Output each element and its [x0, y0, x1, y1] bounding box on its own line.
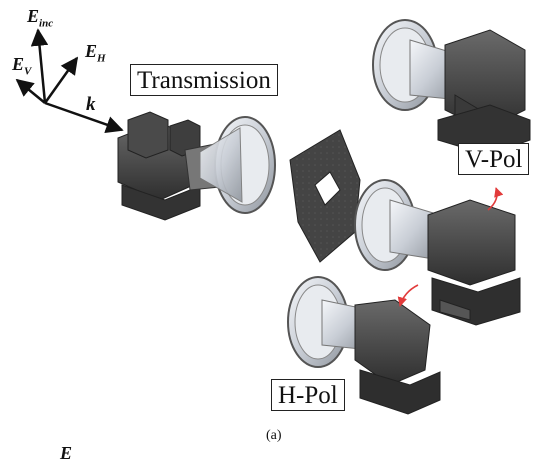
v-pol-antenna — [372, 19, 531, 156]
coordinate-axes — [15, 28, 124, 134]
e-h-label: EH — [85, 41, 106, 65]
figure-caption: (a) — [266, 428, 282, 443]
polarizer-plate — [289, 129, 361, 263]
h-pol-antenna — [287, 276, 441, 415]
bottom-partial-e-label: E — [60, 443, 73, 463]
e-v-axis — [15, 78, 46, 104]
e-inc-label: Einc — [27, 6, 54, 30]
v-pol-label: V-Pol — [458, 143, 530, 175]
e-h-axis — [43, 56, 79, 104]
transmission-antenna — [117, 111, 276, 221]
rotation-arrow-down — [397, 284, 419, 307]
rotation-arrow-up — [487, 187, 504, 211]
rotating-antenna — [354, 179, 521, 326]
e-v-label: EV — [12, 54, 32, 78]
transmission-label: Transmission — [130, 64, 278, 96]
k-label: k — [86, 94, 96, 115]
h-pol-label: H-Pol — [271, 379, 345, 411]
e-inc-axis — [30, 28, 49, 104]
k-axis — [44, 101, 124, 134]
